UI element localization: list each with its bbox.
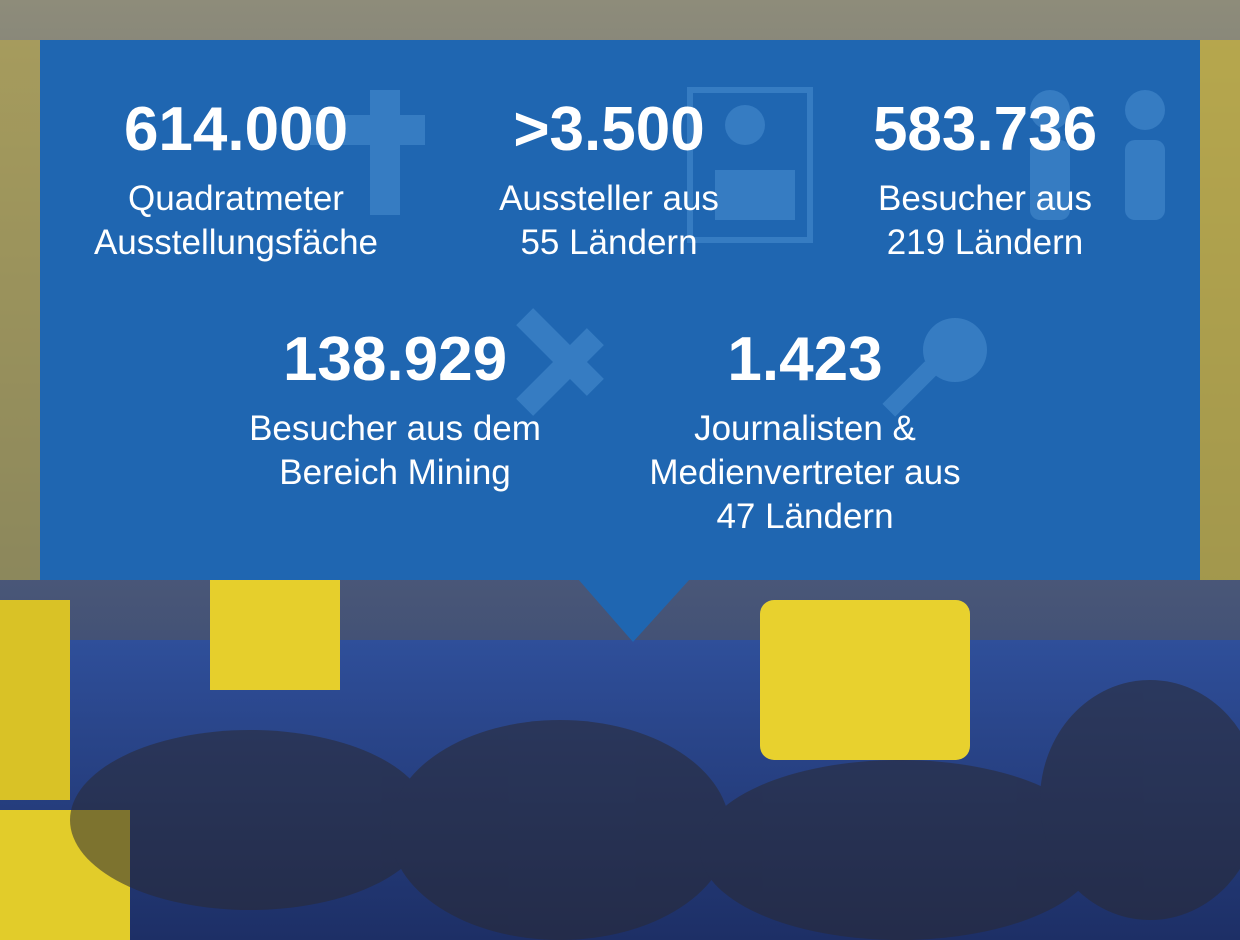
crowd-group [700, 760, 1100, 940]
stat-number: 1.423 [727, 325, 882, 394]
area-icon [310, 90, 425, 215]
stat-label: Besucher aus [878, 179, 1092, 218]
stats: 614.000 Quadratmeter Ausstellungsfäche >3.5… [94, 95, 1097, 536]
exhibitor-icon [725, 105, 765, 145]
visitor-icon [1030, 140, 1070, 220]
stat-label: Medienvertreter aus [649, 453, 960, 492]
press-icon [882, 361, 938, 417]
stat-label: 219 Ländern [887, 223, 1084, 262]
mining-icon [516, 328, 604, 416]
stat-label: Aussteller aus [499, 179, 719, 218]
visitor-icon [1125, 90, 1165, 130]
stat-number: 583.736 [873, 95, 1097, 164]
stat-label: Journalisten & [694, 409, 916, 448]
callout-box [40, 40, 1200, 580]
machine-yellow [0, 600, 70, 800]
stat-label: 47 Ländern [716, 497, 893, 536]
stat-number: 614.000 [124, 95, 348, 164]
icons [310, 87, 1165, 417]
stat-number: 138.929 [283, 325, 507, 394]
exhibitor-icon [687, 87, 813, 243]
stat-label: Ausstellungsfäche [94, 223, 378, 262]
stat-label: Besucher aus dem [249, 409, 541, 448]
press-icon [923, 318, 987, 382]
exhibitor-icon [715, 170, 795, 220]
machine-yellow [0, 40, 40, 580]
mining-icon [516, 308, 604, 396]
machine-yellow [210, 580, 340, 690]
bulldozer [760, 600, 970, 760]
crowd [70, 680, 1240, 940]
crowd-group [1040, 680, 1240, 920]
stat-label: 55 Ländern [520, 223, 697, 262]
crowd-group [390, 720, 730, 940]
crowd-group [70, 730, 430, 910]
visitor-icon [1030, 90, 1070, 130]
stat-label: Quadratmeter [128, 179, 344, 218]
visitor-icon [1125, 140, 1165, 220]
stat-number: >3.500 [513, 95, 704, 164]
stat-label: Bereich Mining [279, 453, 511, 492]
callout-pointer [578, 579, 690, 642]
